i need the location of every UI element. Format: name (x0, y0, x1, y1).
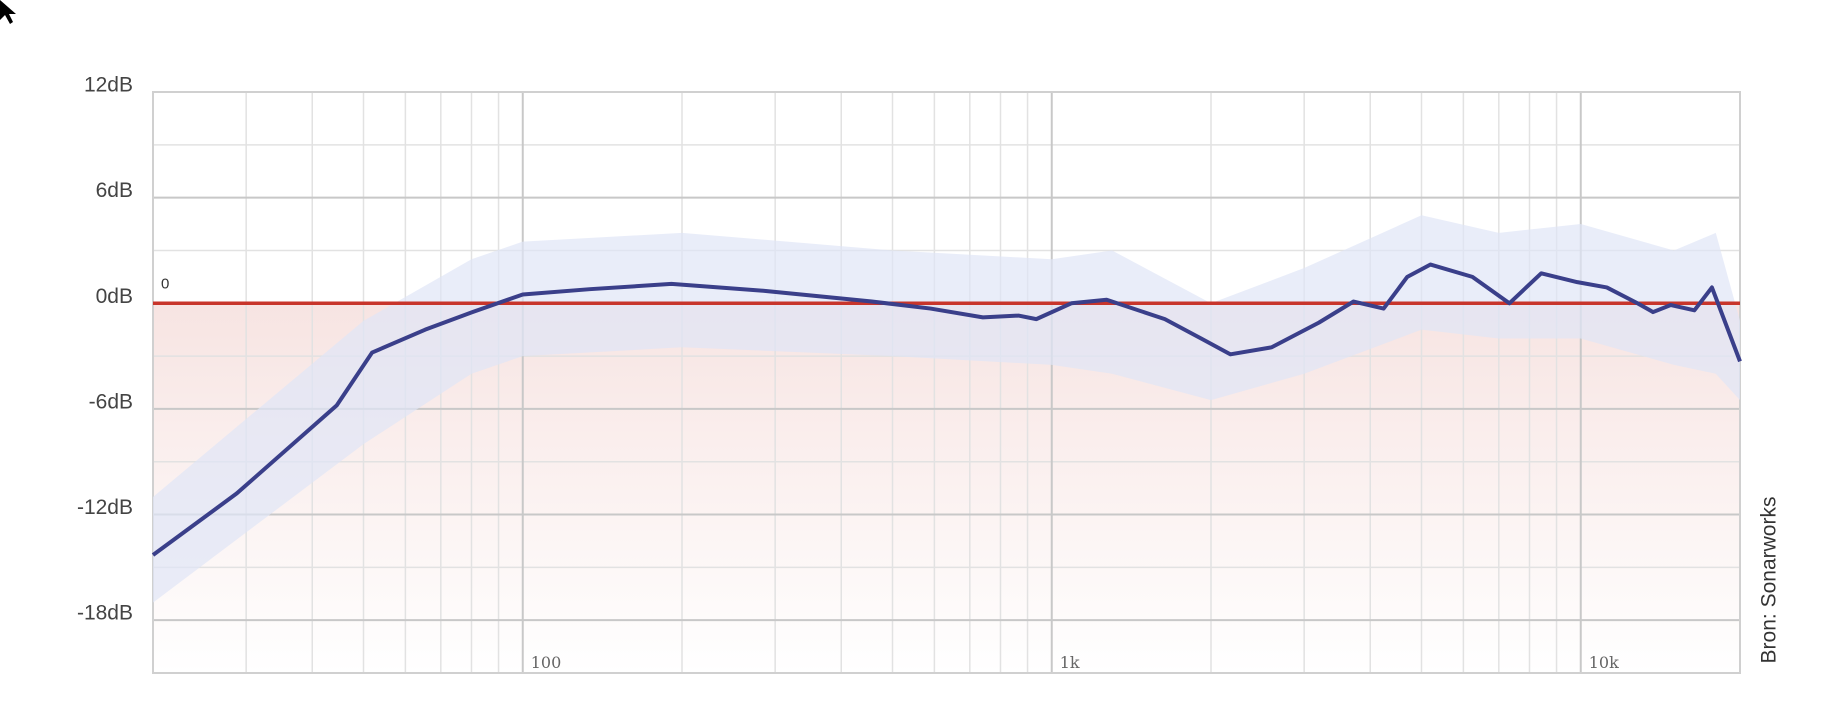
tolerance-band (153, 215, 1740, 603)
cursor (0, 0, 16, 24)
response-line (151, 262, 1742, 557)
y-tick-label: 0dB (96, 285, 133, 308)
y-tick-label: -12dB (77, 496, 133, 519)
y-tick-label: -18dB (77, 602, 133, 625)
x-tick-label: 1k (1060, 653, 1080, 672)
credit: Bron: Sonarworks (1758, 497, 1781, 664)
reference-label: 0 (161, 275, 169, 292)
x-tick-label: 100 (531, 653, 562, 672)
y-tick-label: 12dB (84, 74, 133, 97)
y-tick-label: -6dB (89, 390, 133, 413)
y-tick-label: 6dB (96, 179, 133, 202)
x-tick-label: 10k (1589, 653, 1619, 672)
